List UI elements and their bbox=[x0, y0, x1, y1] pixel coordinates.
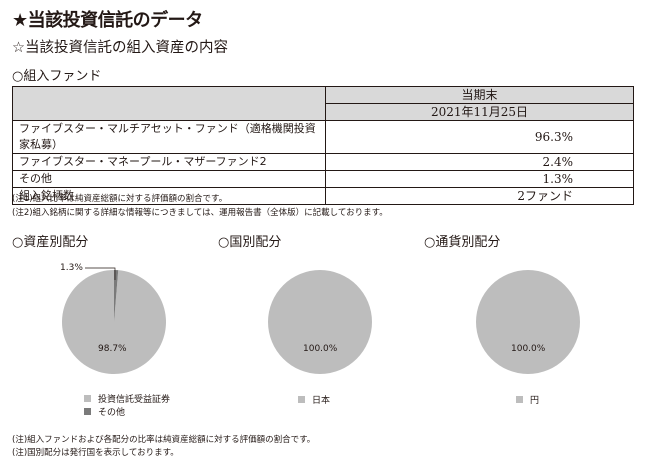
pie-slice-japan bbox=[268, 270, 372, 374]
fund-name: その他 bbox=[13, 171, 326, 188]
table-row: その他 1.3% bbox=[13, 171, 634, 188]
fund-value: 1.3% bbox=[326, 171, 634, 188]
legend-swatch bbox=[516, 396, 523, 403]
table-row: ファイブスター・マネープール・マザーファンド2 2.4% bbox=[13, 154, 634, 171]
slice-label-investment-trust: 98.7% bbox=[98, 344, 127, 354]
page-subtitle: ☆当該投資信託の組入資産の内容 bbox=[12, 36, 228, 57]
legend-item-yen: 円 bbox=[516, 393, 539, 406]
fund-name: ファイブスター・マネープール・マザーファンド2 bbox=[13, 154, 326, 171]
holdings-table: 当期末 2021年11月25日 ファイブスター・マルチアセット・ファンド（適格機… bbox=[12, 86, 634, 205]
legend-item-investment-trust: 投資信託受益証券 bbox=[84, 392, 170, 405]
table-row: ファイブスター・マルチアセット・ファンド（適格機関投資家私募） 96.3% bbox=[13, 121, 634, 154]
country-allocation-title: ○国別配分 bbox=[218, 231, 281, 250]
fund-name: ファイブスター・マルチアセット・ファンド（適格機関投資家私募） bbox=[13, 121, 326, 154]
slice-label-other: 1.3% bbox=[60, 263, 83, 273]
asset-pie-leader bbox=[85, 262, 155, 282]
chart-note-2: (注)国別配分は発行国を表示しております。 bbox=[12, 446, 179, 458]
fund-value: 96.3% bbox=[326, 121, 634, 154]
legend-item-other: その他 bbox=[84, 405, 125, 418]
legend-label: 投資信託受益証券 bbox=[98, 392, 170, 405]
currency-pie-chart bbox=[476, 270, 580, 374]
slice-label-yen: 100.0% bbox=[511, 344, 545, 354]
fund-value: 2.4% bbox=[326, 154, 634, 171]
table-note-1: (注1)組入比率は純資産総額に対する評価額の割合です。 bbox=[12, 192, 227, 204]
asset-allocation-title: ○資産別配分 bbox=[12, 231, 88, 250]
table-corner bbox=[13, 87, 326, 121]
country-pie-chart bbox=[268, 270, 372, 374]
legend-swatch bbox=[84, 395, 91, 402]
slice-label-japan: 100.0% bbox=[303, 344, 337, 354]
period-header: 当期末 bbox=[326, 87, 634, 104]
legend-label: その他 bbox=[98, 405, 125, 418]
legend-swatch bbox=[84, 408, 91, 415]
table-note-2: (注2)組入銘柄に関する詳細な情報等につきましては、運用報告書（全体版）に記載し… bbox=[12, 206, 388, 218]
legend-label: 円 bbox=[530, 393, 539, 406]
legend-label: 日本 bbox=[312, 393, 330, 406]
legend-swatch bbox=[298, 396, 305, 403]
currency-allocation-title: ○通貨別配分 bbox=[424, 231, 500, 250]
legend-item-japan: 日本 bbox=[298, 393, 330, 406]
chart-note-1: (注)組入ファンドおよび各配分の比率は純資産総額に対する評価額の割合です。 bbox=[12, 433, 315, 445]
fund-count-value: 2ファンド bbox=[326, 188, 634, 205]
fund-section-heading: ○組入ファンド bbox=[12, 65, 101, 84]
page-title: ★当該投資信託のデータ bbox=[12, 6, 203, 32]
pie-slice-yen bbox=[476, 270, 580, 374]
asset-pie-chart bbox=[62, 270, 166, 374]
date-header: 2021年11月25日 bbox=[326, 104, 634, 121]
